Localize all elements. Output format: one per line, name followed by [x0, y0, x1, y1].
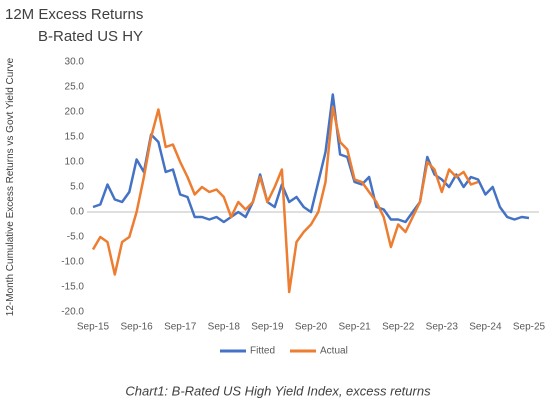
x-tick-label: Sep-23: [426, 322, 459, 333]
y-tick-label: 15.0: [65, 132, 85, 143]
y-tick-label: -20.0: [61, 307, 84, 318]
y-tick-label: 10.0: [65, 157, 85, 168]
x-tick-label: Sep-24: [469, 322, 502, 333]
x-tick-label: Sep-20: [295, 322, 328, 333]
y-tick-label: 20.0: [65, 107, 85, 118]
x-tick-label: Sep-15: [77, 322, 110, 333]
line-series: [92, 93, 530, 224]
y-tick-label: 30.0: [65, 57, 85, 68]
x-tick-label: Sep-17: [164, 322, 197, 333]
caption: Chart1: B-Rated US High Yield Index, exc…: [125, 383, 431, 398]
x-tick-label: Sep-22: [382, 322, 415, 333]
y-tick-label: 0.0: [70, 207, 84, 218]
y-tick-label: -5.0: [67, 232, 85, 243]
x-tick-label: Sep-18: [208, 322, 241, 333]
x-tick-label: Sep-19: [251, 322, 284, 333]
x-tick-label: Sep-25: [513, 322, 546, 333]
y-tick-label: -15.0: [61, 282, 84, 293]
y-tick-label: 5.0: [70, 182, 84, 193]
chart-title: 12M Excess Returns: [5, 6, 143, 23]
y-tick-label: -10.0: [61, 257, 84, 268]
x-tick-label: Sep-16: [120, 322, 153, 333]
chart-subtitle: B-Rated US HY: [38, 28, 143, 45]
legend-label: Actual: [320, 346, 348, 357]
legend-label: Fitted: [250, 346, 275, 357]
x-tick-label: Sep-21: [338, 322, 371, 333]
y-tick-label: 25.0: [65, 82, 85, 93]
y-axis-title: 12-Month Cumulative Excess Returns vs Go…: [5, 57, 16, 317]
line-series: [91, 105, 479, 294]
